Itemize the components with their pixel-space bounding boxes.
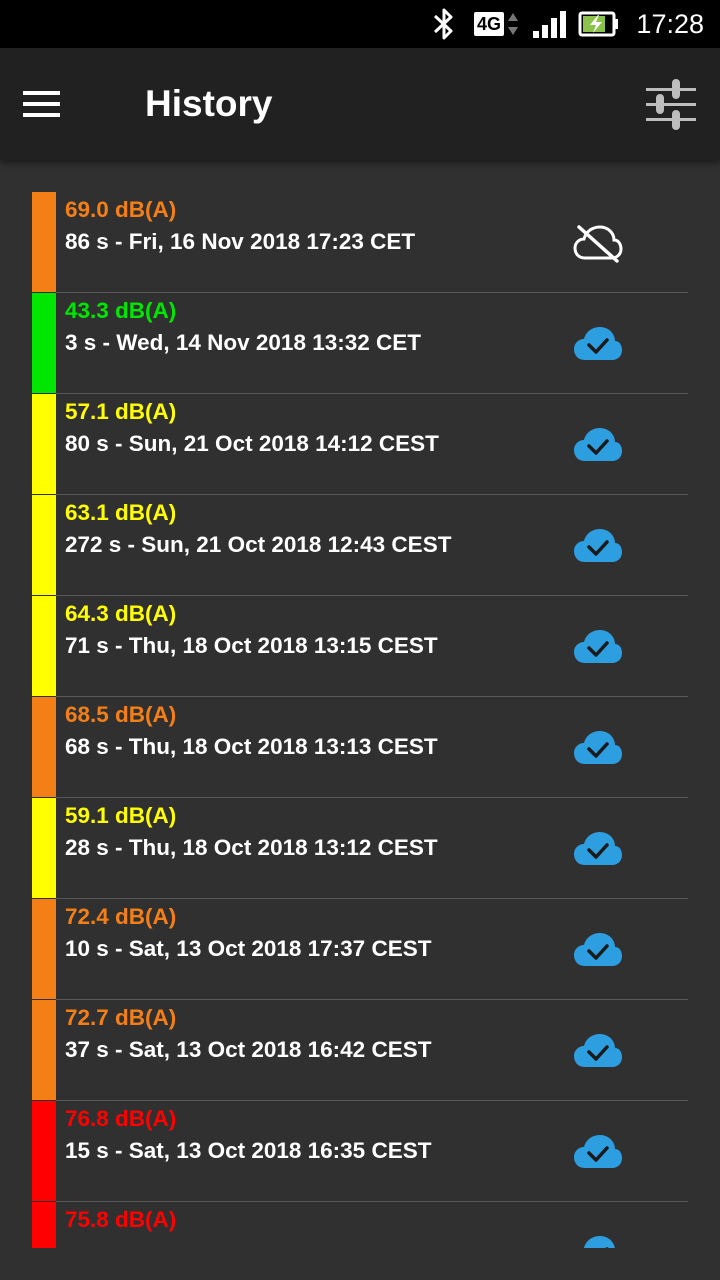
level-color-bar — [32, 293, 56, 393]
history-row[interactable]: 68.5 dB(A) 68 s - Thu, 18 Oct 2018 13:13 … — [32, 697, 688, 798]
measurement-detail: 68 s - Thu, 18 Oct 2018 13:13 CEST — [65, 734, 438, 759]
sound-level: 69.0 dB(A) — [65, 197, 177, 222]
measurement-detail: 3 s - Wed, 14 Nov 2018 13:32 CET — [65, 330, 422, 355]
sound-level: 76.8 dB(A) — [65, 1106, 177, 1131]
filter-button[interactable] — [640, 74, 704, 134]
level-color-bar — [32, 192, 56, 292]
cloud-synced-icon[interactable] — [572, 930, 624, 970]
measurement-detail: 71 s - Thu, 18 Oct 2018 13:15 CEST — [65, 633, 438, 658]
cloud-synced-icon[interactable] — [572, 324, 624, 364]
row-divider — [56, 999, 688, 1000]
signal-icon — [532, 0, 568, 48]
measurement-detail: 10 s - Sat, 13 Oct 2018 17:37 CEST — [65, 936, 432, 961]
history-list[interactable]: 69.0 dB(A) 86 s - Fri, 16 Nov 2018 17:23 … — [32, 192, 688, 1248]
measurement-detail: 37 s - Sat, 13 Oct 2018 16:42 CEST — [65, 1037, 432, 1062]
page-title: History — [145, 83, 273, 124]
network-type-label: 4G — [474, 12, 505, 36]
row-divider — [56, 898, 688, 899]
cloud-synced-icon[interactable] — [572, 728, 624, 768]
row-divider — [56, 494, 688, 495]
row-divider — [56, 1201, 688, 1202]
sound-level: 63.1 dB(A) — [65, 500, 177, 525]
sound-level: 59.1 dB(A) — [65, 803, 177, 828]
hamburger-menu-icon — [23, 91, 60, 117]
status-bar: 4G 17:28 — [0, 0, 720, 48]
level-color-bar — [32, 697, 56, 797]
history-row[interactable]: 75.8 dB(A) — [32, 1202, 688, 1248]
measurement-detail: 272 s - Sun, 21 Oct 2018 12:43 CEST — [65, 532, 452, 557]
cloud-synced-icon[interactable] — [572, 1132, 624, 1172]
sound-level: 43.3 dB(A) — [65, 298, 177, 323]
app-bar: History — [0, 48, 720, 160]
sound-level: 57.1 dB(A) — [65, 399, 177, 424]
row-divider — [56, 797, 688, 798]
history-row[interactable]: 72.7 dB(A) 37 s - Sat, 13 Oct 2018 16:42 … — [32, 1000, 688, 1101]
level-color-bar — [32, 394, 56, 494]
bluetooth-icon — [430, 0, 458, 48]
clock: 17:28 — [636, 8, 704, 39]
sound-level: 75.8 dB(A) — [65, 1207, 177, 1232]
level-color-bar — [32, 1000, 56, 1100]
cloud-synced-icon[interactable] — [572, 1031, 624, 1071]
row-divider — [56, 595, 688, 596]
history-row[interactable]: 59.1 dB(A) 28 s - Thu, 18 Oct 2018 13:12 … — [32, 798, 688, 899]
network-4g-icon: 4G — [474, 0, 519, 48]
level-color-bar — [32, 495, 56, 595]
cloud-synced-icon[interactable] — [572, 526, 624, 566]
level-color-bar — [32, 596, 56, 696]
history-row[interactable]: 69.0 dB(A) 86 s - Fri, 16 Nov 2018 17:23 … — [32, 192, 688, 293]
level-color-bar — [32, 1101, 56, 1201]
cloud-synced-icon[interactable] — [572, 627, 624, 667]
cloud-synced-icon[interactable] — [572, 829, 624, 869]
history-row[interactable]: 57.1 dB(A) 80 s - Sun, 21 Oct 2018 14:12 … — [32, 394, 688, 495]
history-row[interactable]: 63.1 dB(A) 272 s - Sun, 21 Oct 2018 12:43… — [32, 495, 688, 596]
measurement-detail: 80 s - Sun, 21 Oct 2018 14:12 CEST — [65, 431, 439, 456]
measurement-detail: 86 s - Fri, 16 Nov 2018 17:23 CET — [65, 229, 416, 254]
history-row[interactable]: 72.4 dB(A) 10 s - Sat, 13 Oct 2018 17:37 … — [32, 899, 688, 1000]
menu-button[interactable] — [22, 78, 74, 130]
cloud-off-icon[interactable] — [572, 223, 624, 263]
sliders-filter-icon — [646, 79, 696, 130]
measurement-detail: 28 s - Thu, 18 Oct 2018 13:12 CEST — [65, 835, 438, 860]
row-divider — [56, 393, 688, 394]
cloud-synced-icon[interactable] — [572, 425, 624, 465]
row-divider — [56, 292, 688, 293]
sound-level: 72.7 dB(A) — [65, 1005, 177, 1030]
cloud-synced-icon[interactable] — [572, 1233, 624, 1248]
row-divider — [56, 1100, 688, 1101]
history-row[interactable]: 43.3 dB(A) 3 s - Wed, 14 Nov 2018 13:32 C… — [32, 293, 688, 394]
level-color-bar — [32, 1202, 56, 1248]
level-color-bar — [32, 899, 56, 999]
history-row[interactable]: 64.3 dB(A) 71 s - Thu, 18 Oct 2018 13:15 … — [32, 596, 688, 697]
sound-level: 72.4 dB(A) — [65, 904, 177, 929]
battery-charging-icon — [578, 0, 620, 48]
measurement-detail: 15 s - Sat, 13 Oct 2018 16:35 CEST — [65, 1138, 432, 1163]
level-color-bar — [32, 798, 56, 898]
sound-level: 64.3 dB(A) — [65, 601, 177, 626]
row-divider — [56, 696, 688, 697]
history-row[interactable]: 76.8 dB(A) 15 s - Sat, 13 Oct 2018 16:35 … — [32, 1101, 688, 1202]
sound-level: 68.5 dB(A) — [65, 702, 177, 727]
